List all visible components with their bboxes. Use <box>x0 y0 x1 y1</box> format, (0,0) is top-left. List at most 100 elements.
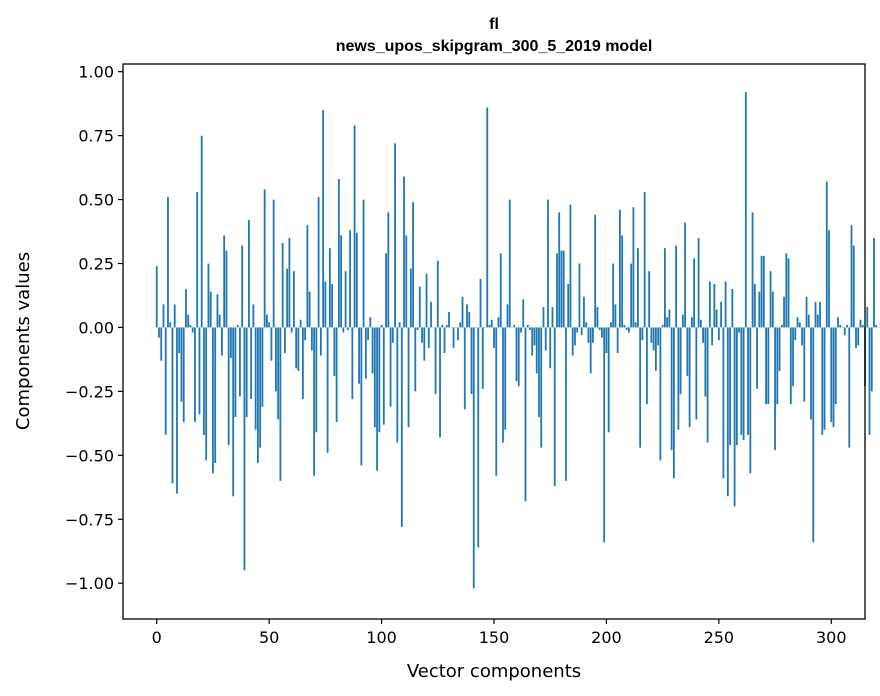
bar-24 <box>209 291 212 328</box>
y-ticks: 1.00 0.75 0.50 0.25 0.00 −0.25 −0.50 −0.75 −1.00 <box>65 63 123 593</box>
bar-201 <box>607 327 610 433</box>
bar-49 <box>266 314 268 328</box>
bar-89 <box>355 232 358 328</box>
bar-243 <box>702 327 705 343</box>
bar-258 <box>735 327 738 446</box>
bar-295 <box>819 301 821 328</box>
bar-194 <box>592 327 594 343</box>
bar-192 <box>587 327 590 343</box>
bar-268 <box>758 291 761 328</box>
bar-163 <box>522 299 525 328</box>
bar-316 <box>866 306 869 328</box>
bar-36 <box>236 324 239 328</box>
bar-145 <box>481 327 484 389</box>
bar-269 <box>760 255 763 328</box>
bar-285 <box>796 317 799 328</box>
bar-122 <box>430 301 432 328</box>
bar-242 <box>699 319 702 328</box>
bar-93 <box>364 327 367 379</box>
bar-125 <box>436 260 439 328</box>
bar-130 <box>448 312 450 328</box>
bar-281 <box>787 258 790 328</box>
bar-149 <box>490 319 493 328</box>
bar-164 <box>524 327 527 502</box>
bar-37 <box>239 327 241 397</box>
bar-175 <box>549 327 552 369</box>
bar-148 <box>488 324 491 328</box>
bar-128 <box>443 327 446 354</box>
bar-4 <box>164 327 167 435</box>
bar-280 <box>785 253 788 328</box>
bar-38 <box>241 245 244 328</box>
bar-223 <box>657 327 660 346</box>
bar-185 <box>571 327 574 356</box>
bar-110 <box>403 176 405 328</box>
bar-22 <box>205 327 208 461</box>
y-tick-label: −0.25 <box>65 382 114 401</box>
bar-15 <box>189 324 192 328</box>
bar-299 <box>828 230 830 328</box>
bar-174 <box>547 199 549 328</box>
bar-307 <box>846 324 848 328</box>
bar-211 <box>630 263 633 328</box>
bar-101 <box>382 327 385 425</box>
x-tick-label: 300 <box>816 628 847 647</box>
bar-51 <box>270 327 273 361</box>
bar-85 <box>346 327 349 330</box>
bar-251 <box>720 301 722 328</box>
bar-151 <box>495 327 498 476</box>
bar-95 <box>369 317 372 328</box>
bar-230 <box>672 327 675 479</box>
bar-287 <box>801 327 803 346</box>
bar-156 <box>506 304 509 328</box>
bar-47 <box>261 327 264 407</box>
bar-283 <box>792 327 794 387</box>
bar-46 <box>259 327 262 448</box>
bar-136 <box>461 296 464 328</box>
bar-119 <box>423 327 426 361</box>
bar-247 <box>711 327 713 346</box>
bar-254 <box>726 327 729 497</box>
bar-219 <box>648 271 651 328</box>
bar-23 <box>207 263 210 328</box>
bar-220 <box>650 327 653 343</box>
bar-293 <box>814 301 817 328</box>
bar-91 <box>360 327 363 466</box>
bar-11 <box>180 327 183 402</box>
bar-167 <box>531 327 534 356</box>
bar-63 <box>297 327 300 371</box>
bar-300 <box>830 327 833 423</box>
bar-209 <box>625 327 628 330</box>
bar-229 <box>670 327 673 451</box>
bar-267 <box>756 327 758 389</box>
bar-291 <box>810 327 812 420</box>
y-tick-label: −1.00 <box>65 574 114 593</box>
bar-169 <box>535 327 538 374</box>
bar-312 <box>857 327 860 346</box>
bar-5 <box>167 197 169 328</box>
bar-217 <box>643 191 646 328</box>
bar-319 <box>873 237 875 328</box>
bar-114 <box>412 202 414 328</box>
y-tick-label: −0.50 <box>65 446 114 465</box>
x-tick-label: 250 <box>704 628 735 647</box>
bar-298 <box>825 181 828 328</box>
bar-87 <box>351 327 354 400</box>
bar-132 <box>452 327 455 348</box>
bar-135 <box>459 322 462 328</box>
bar-195 <box>594 214 597 328</box>
bar-48 <box>263 189 266 328</box>
bar-308 <box>848 327 851 448</box>
bar-294 <box>816 314 819 328</box>
bar-204 <box>614 304 617 328</box>
bar-317 <box>868 327 871 435</box>
bar-212 <box>632 207 635 328</box>
y-tick-label: 0.50 <box>78 191 114 210</box>
bar-166 <box>529 327 531 330</box>
bar-275 <box>774 327 776 451</box>
x-tick-label: 200 <box>591 628 622 647</box>
bar-7 <box>171 327 174 484</box>
bar-266 <box>753 283 756 328</box>
bar-296 <box>821 327 824 435</box>
bar-303 <box>837 317 839 328</box>
